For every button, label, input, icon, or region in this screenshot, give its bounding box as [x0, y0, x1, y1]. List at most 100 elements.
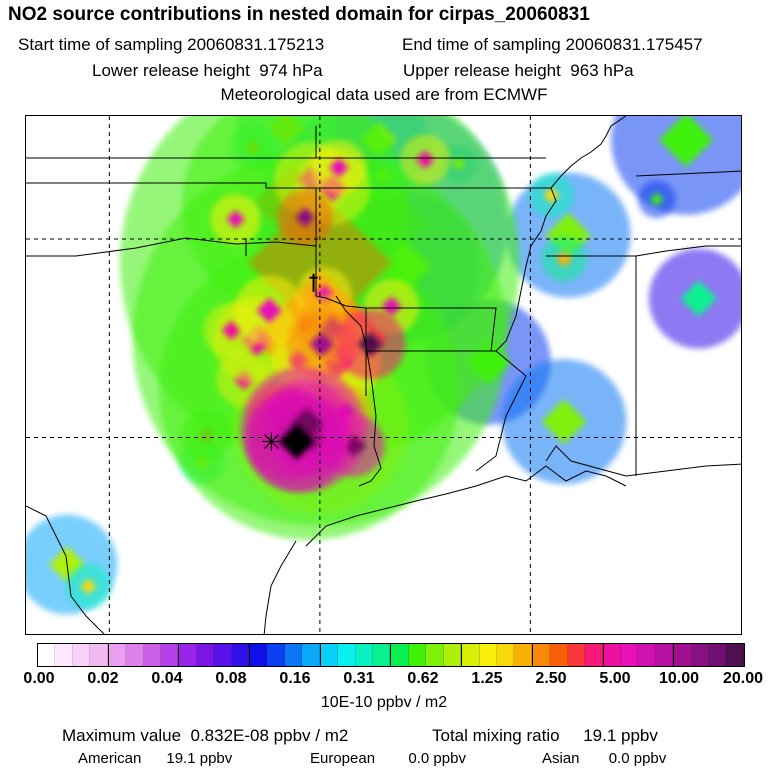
- colorbar-swatch: [531, 644, 551, 666]
- country-border: [26, 505, 105, 634]
- colorbar-swatch: [620, 644, 639, 666]
- release-site-star-icon: [262, 432, 281, 451]
- colorbar-swatch: [214, 644, 232, 666]
- asian-contribution: Asian 0.0 ppbv: [542, 750, 666, 767]
- colorbar-swatch: [72, 644, 91, 666]
- colorbar-swatch: [126, 644, 144, 666]
- plume-core: [381, 296, 402, 317]
- lat-lon-grid: [26, 116, 741, 634]
- american-value: 19.1 ppbv: [166, 750, 233, 767]
- plume-core: [221, 320, 242, 341]
- colorbar-swatch: [160, 644, 179, 666]
- lower-release-label: Lower release height: [92, 61, 250, 80]
- concentration-field: [26, 116, 741, 615]
- start-time-value: 20060831.175213: [187, 35, 325, 54]
- colorbar-swatch: [602, 644, 621, 666]
- sample-location-marker-icon: [309, 273, 318, 292]
- american-label: American: [78, 750, 142, 767]
- coastline: [263, 540, 297, 634]
- colorbar-tick-label: 20.00: [722, 670, 764, 687]
- colorbar-swatch: [338, 644, 356, 666]
- end-time-value: 20060831.175457: [565, 35, 703, 54]
- european-label: European: [310, 750, 376, 767]
- max-value-label: Maximum value: [62, 726, 182, 745]
- lower-release: Lower release height 974 hPa: [92, 61, 323, 81]
- colorbar-swatch: [38, 644, 56, 666]
- state-border: [545, 445, 741, 477]
- colorbar-swatch: [691, 644, 710, 666]
- state-border: [335, 295, 382, 487]
- end-time-label: End time of sampling: [402, 35, 561, 54]
- plume-core: [295, 207, 316, 228]
- colorbar-unit: 10E-10 ppbv / m2: [320, 694, 448, 711]
- upper-release-value: 963 hPa: [570, 61, 634, 80]
- colorbar-swatch: [479, 644, 497, 666]
- map-panel: [25, 115, 742, 635]
- colorbar-swatch: [90, 644, 108, 666]
- plume-core: [278, 423, 315, 460]
- colorbar-swatch: [673, 644, 692, 666]
- total-mixing-value: 19.1 ppbv: [583, 726, 658, 745]
- colorbar-swatch: [496, 644, 515, 666]
- european-contribution: European 0.0 ppbv: [310, 750, 466, 767]
- max-value: Maximum value 0.832E-08 ppbv / m2: [62, 726, 348, 746]
- colorbar-swatch: [107, 644, 127, 666]
- plume-core: [680, 280, 717, 317]
- colorbar-swatch: [726, 644, 744, 666]
- colorbar-tick-label: 1.25: [471, 670, 503, 687]
- colorbar-tick-label: 0.08: [215, 670, 247, 687]
- colorbar-swatch: [302, 644, 320, 666]
- colorbar-tick-label: 0.62: [407, 670, 439, 687]
- colorbar-swatch: [709, 644, 727, 666]
- colorbar-swatch: [319, 644, 339, 666]
- colorbar-swatch: [267, 644, 285, 666]
- colorbar: [37, 643, 745, 667]
- colorbar-tick-label: 0.00: [23, 670, 55, 687]
- plume-core: [226, 210, 245, 229]
- state-border: [26, 237, 317, 257]
- colorbar-swatch: [638, 644, 656, 666]
- start-time: Start time of sampling 20060831.175213: [18, 35, 324, 55]
- plume-core: [357, 331, 383, 357]
- colorbar-swatch: [196, 644, 215, 666]
- colorbar-swatch: [143, 644, 161, 666]
- colorbar-swatch: [567, 644, 586, 666]
- state-border: [26, 182, 551, 189]
- american-contribution: American 19.1 ppbv: [78, 750, 232, 767]
- plume-core: [416, 150, 435, 169]
- upper-release: Upper release height 963 hPa: [403, 61, 634, 81]
- colorbar-swatch: [655, 644, 674, 666]
- colorbar-tick-label: 0.31: [343, 670, 375, 687]
- colorbar-swatch: [231, 644, 250, 666]
- state-border: [550, 116, 627, 189]
- plume-core: [543, 187, 560, 204]
- colorbar-swatch: [55, 644, 73, 666]
- colorbar-tick-label: 10.00: [658, 670, 700, 687]
- colorbar-swatch: [585, 644, 603, 666]
- plume-core: [309, 331, 335, 357]
- colorbar-swatch: [178, 644, 197, 666]
- state-border: [366, 307, 497, 352]
- start-time-label: Start time of sampling: [18, 35, 183, 54]
- state-border: [315, 295, 367, 309]
- map-title: NO2 source contributions in nested domai…: [8, 4, 590, 25]
- colorbar-tick-label: 0.16: [279, 670, 311, 687]
- plume-core: [80, 578, 97, 595]
- colorbar-swatch: [355, 644, 374, 666]
- plume-core: [649, 192, 664, 207]
- plume-core: [541, 399, 587, 445]
- plume-core: [659, 116, 714, 167]
- total-mixing-ratio: Total mixing ratio 19.1 ppbv: [432, 726, 658, 746]
- colorbar-swatch: [443, 644, 462, 666]
- colorbar-tick-label: 5.00: [599, 670, 631, 687]
- colorbar-tick-label: 0.02: [87, 670, 119, 687]
- european-value: 0.0 ppbv: [408, 750, 466, 767]
- colorbar-tick-label: 2.50: [535, 670, 567, 687]
- colorbar-swatch: [514, 644, 532, 666]
- colorbar-swatch: [550, 644, 568, 666]
- asian-label: Asian: [542, 750, 580, 767]
- total-mixing-label: Total mixing ratio: [432, 726, 560, 745]
- release-markers: [262, 273, 318, 451]
- colorbar-swatch: [408, 644, 427, 666]
- colorbar-swatch: [390, 644, 409, 666]
